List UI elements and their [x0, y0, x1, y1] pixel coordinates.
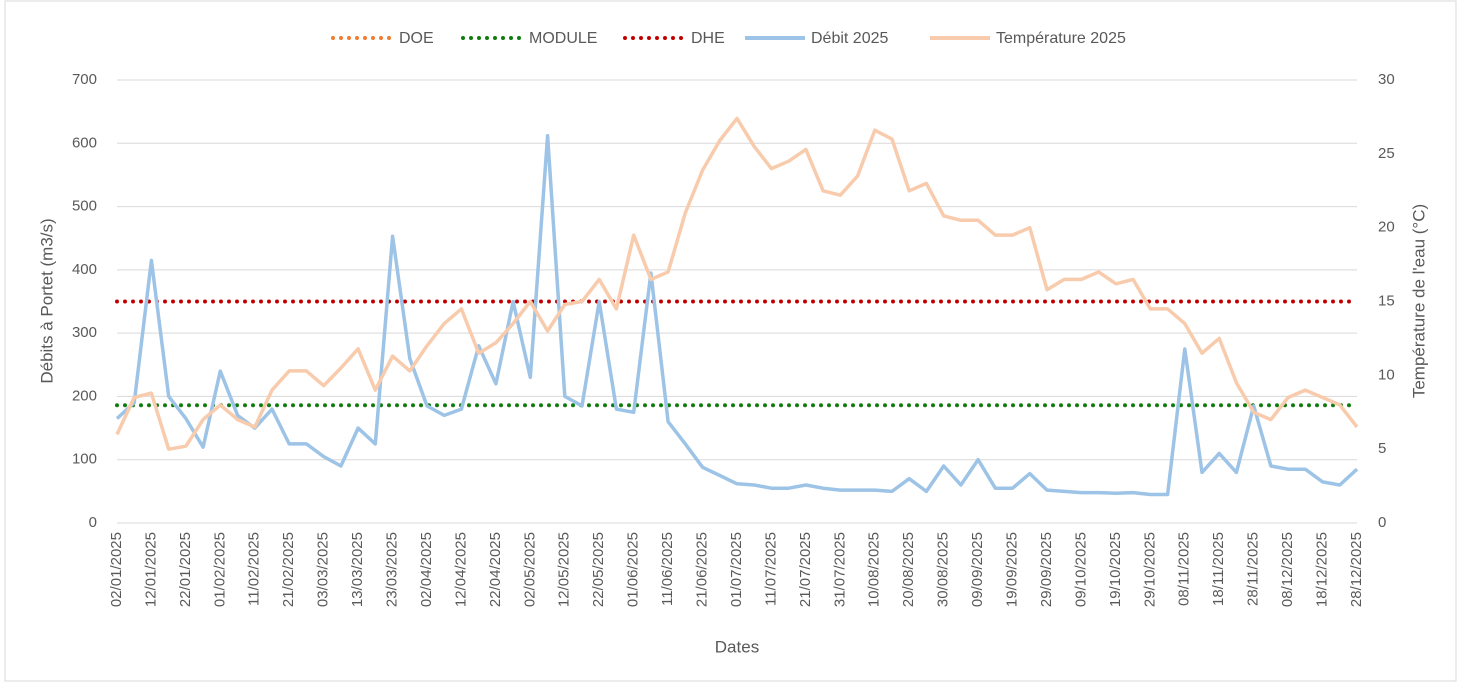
- x-tick-label: 13/03/2025: [349, 532, 366, 607]
- x-tick-label: 31/07/2025: [831, 532, 848, 607]
- x-tick-label: 19/09/2025: [1004, 532, 1021, 607]
- x-tick-label: 08/11/2025: [1176, 532, 1193, 606]
- legend-label: Débit 2025: [811, 30, 888, 47]
- y-tick-label: 400: [72, 261, 97, 278]
- legend-label: Température 2025: [996, 30, 1126, 47]
- y2-tick-label: 20: [1378, 219, 1395, 236]
- y2-tick-label: 0: [1378, 514, 1386, 531]
- data-line: [115, 116, 1359, 451]
- y2-tick-label: 15: [1378, 292, 1395, 309]
- y2-tick-label: 10: [1378, 366, 1395, 383]
- y2-tick-label: 25: [1378, 145, 1395, 162]
- y2-tick-label: 30: [1378, 71, 1395, 88]
- y-tick-label: 500: [72, 198, 97, 215]
- x-tick-label: 22/05/2025: [590, 532, 607, 607]
- y-axis-label: Débits à Portet (m3/s): [37, 218, 56, 383]
- y-tick-label: 0: [89, 514, 97, 531]
- x-tick-label: 09/10/2025: [1072, 532, 1089, 607]
- x-tick-label: 28/12/2025: [1348, 532, 1365, 607]
- legend-label: MODULE: [529, 30, 597, 47]
- x-tick-label: 23/03/2025: [384, 532, 401, 607]
- x-tick-label: 21/06/2025: [694, 532, 711, 607]
- x-tick-label: 11/07/2025: [762, 532, 779, 606]
- x-tick-label: 12/01/2025: [142, 532, 159, 607]
- x-axis-label: Dates: [715, 637, 759, 656]
- legend-label: DHE: [691, 30, 725, 47]
- x-tick-label: 01/06/2025: [625, 532, 642, 607]
- x-tick-label: 01/02/2025: [211, 532, 228, 607]
- x-tick-label: 21/02/2025: [280, 532, 297, 607]
- x-tick-label: 18/12/2025: [1314, 532, 1331, 607]
- x-tick-label: 02/04/2025: [418, 532, 435, 607]
- x-tick-label: 12/04/2025: [452, 532, 469, 607]
- y-tick-label: 200: [72, 387, 97, 404]
- x-tick-label: 21/07/2025: [797, 532, 814, 607]
- y-tick-label: 100: [72, 451, 97, 468]
- x-tick-label: 18/11/2025: [1210, 532, 1227, 606]
- y-tick-label: 700: [72, 71, 97, 88]
- y-tick-label: 300: [72, 324, 97, 341]
- x-tick-label: 22/01/2025: [177, 532, 194, 607]
- x-tick-label: 12/05/2025: [556, 532, 573, 607]
- x-tick-label: 29/09/2025: [1038, 532, 1055, 607]
- x-tick-label: 09/09/2025: [969, 532, 986, 607]
- x-tick-label: 20/08/2025: [900, 532, 917, 607]
- x-tick-label: 01/07/2025: [728, 532, 745, 607]
- x-tick-label: 28/11/2025: [1245, 532, 1262, 606]
- legend-label: DOE: [399, 30, 434, 47]
- y2-tick-label: 5: [1378, 440, 1386, 457]
- x-tick-label: 02/01/2025: [108, 532, 125, 607]
- x-tick-label: 11/02/2025: [246, 532, 263, 606]
- x-tick-label: 11/06/2025: [659, 532, 676, 606]
- data-line: [115, 133, 1359, 497]
- y-tick-label: 600: [72, 134, 97, 151]
- y2-axis-label: Température de l'eau (°C): [1409, 204, 1428, 398]
- x-tick-label: 08/12/2025: [1279, 532, 1296, 607]
- x-tick-label: 03/03/2025: [315, 532, 332, 607]
- x-tick-label: 22/04/2025: [487, 532, 504, 607]
- x-tick-label: 10/08/2025: [866, 532, 883, 607]
- x-tick-label: 19/10/2025: [1107, 532, 1124, 607]
- x-tick-label: 29/10/2025: [1141, 532, 1158, 607]
- x-tick-label: 30/08/2025: [935, 532, 952, 607]
- x-tick-label: 02/05/2025: [521, 532, 538, 607]
